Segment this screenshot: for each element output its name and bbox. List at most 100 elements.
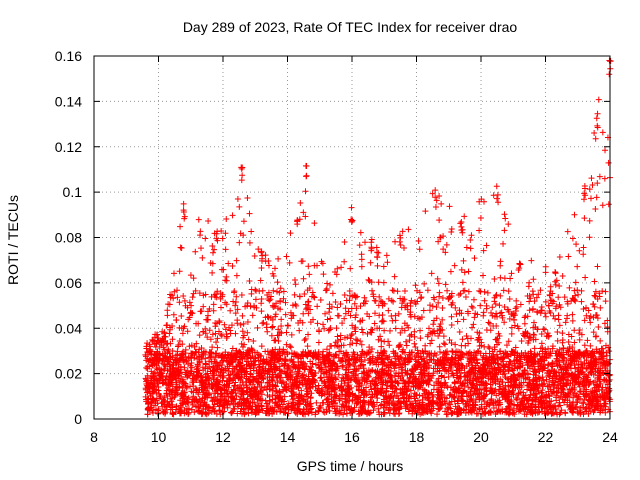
data-point — [366, 344, 373, 351]
data-point — [446, 336, 453, 343]
data-point — [476, 227, 483, 234]
data-point — [253, 287, 260, 294]
data-point — [476, 287, 483, 294]
data-point — [395, 342, 402, 349]
data-point — [375, 361, 382, 368]
data-point — [526, 307, 533, 314]
data-point — [225, 260, 232, 267]
data-point — [414, 347, 421, 354]
data-point — [258, 308, 265, 315]
data-point — [348, 204, 355, 211]
data-point — [200, 389, 207, 396]
data-point — [606, 71, 613, 78]
data-point — [173, 317, 180, 324]
data-point — [284, 322, 291, 329]
data-point — [439, 305, 446, 312]
data-point — [501, 227, 508, 234]
data-point — [455, 292, 462, 299]
data-point — [342, 305, 349, 312]
data-point — [425, 325, 432, 332]
data-point — [494, 360, 501, 367]
data-point — [442, 341, 449, 348]
data-point — [246, 278, 253, 285]
data-point — [531, 332, 538, 339]
data-point — [248, 290, 255, 297]
data-point — [168, 292, 175, 299]
data-point — [389, 287, 396, 294]
data-point — [576, 336, 583, 343]
data-point — [274, 288, 281, 295]
data-point — [393, 370, 400, 377]
data-point — [206, 305, 213, 312]
data-point — [188, 360, 195, 367]
data-point — [233, 257, 240, 264]
data-point — [195, 216, 202, 223]
data-point — [491, 298, 498, 305]
data-point — [592, 135, 599, 142]
data-point — [164, 312, 171, 319]
data-point — [407, 374, 414, 381]
data-point — [513, 297, 520, 304]
data-point — [244, 195, 251, 202]
data-point — [568, 333, 575, 340]
data-point — [260, 319, 267, 326]
data-point — [571, 211, 578, 218]
data-point — [196, 332, 203, 339]
data-point — [542, 346, 549, 353]
data-point — [222, 230, 229, 237]
data-point — [313, 399, 320, 406]
data-point — [580, 251, 587, 258]
data-point — [308, 390, 315, 397]
data-point — [184, 304, 191, 311]
data-point — [244, 299, 251, 306]
data-point — [371, 320, 378, 327]
data-point — [252, 286, 259, 293]
data-point — [453, 311, 460, 318]
data-point — [212, 330, 219, 337]
data-point — [378, 337, 385, 344]
data-point — [582, 405, 589, 412]
data-point — [266, 393, 273, 400]
data-point — [508, 330, 515, 337]
data-point — [467, 245, 474, 252]
data-point — [431, 382, 438, 389]
data-point — [400, 245, 407, 252]
data-point — [296, 327, 303, 334]
data-point — [561, 294, 568, 301]
data-point — [589, 181, 596, 188]
data-point — [448, 225, 455, 232]
data-point — [348, 332, 355, 339]
data-point — [202, 409, 209, 416]
data-point — [288, 349, 295, 356]
data-point — [277, 298, 284, 305]
data-point — [317, 375, 324, 382]
data-point — [371, 381, 378, 388]
data-point — [376, 293, 383, 300]
data-point — [320, 408, 327, 415]
data-point — [214, 344, 221, 351]
data-point — [407, 387, 414, 394]
data-point — [343, 410, 350, 417]
data-point — [538, 340, 545, 347]
data-point — [418, 356, 425, 363]
data-point — [443, 241, 450, 248]
chart-title: Day 289 of 2023, Rate Of TEC Index for r… — [183, 19, 518, 35]
data-point — [269, 396, 276, 403]
data-point — [317, 297, 324, 304]
data-point — [572, 292, 579, 299]
data-point — [580, 244, 587, 251]
data-point — [555, 312, 562, 319]
data-point — [556, 283, 563, 290]
data-point — [512, 344, 519, 351]
data-point — [475, 410, 482, 417]
data-point — [377, 333, 384, 340]
data-point — [160, 397, 167, 404]
data-point — [465, 288, 472, 295]
data-point — [320, 271, 327, 278]
data-point — [462, 293, 469, 300]
data-point — [571, 287, 578, 294]
data-point — [213, 339, 220, 346]
data-point — [452, 341, 459, 348]
data-point — [312, 370, 319, 377]
data-point — [379, 349, 386, 356]
